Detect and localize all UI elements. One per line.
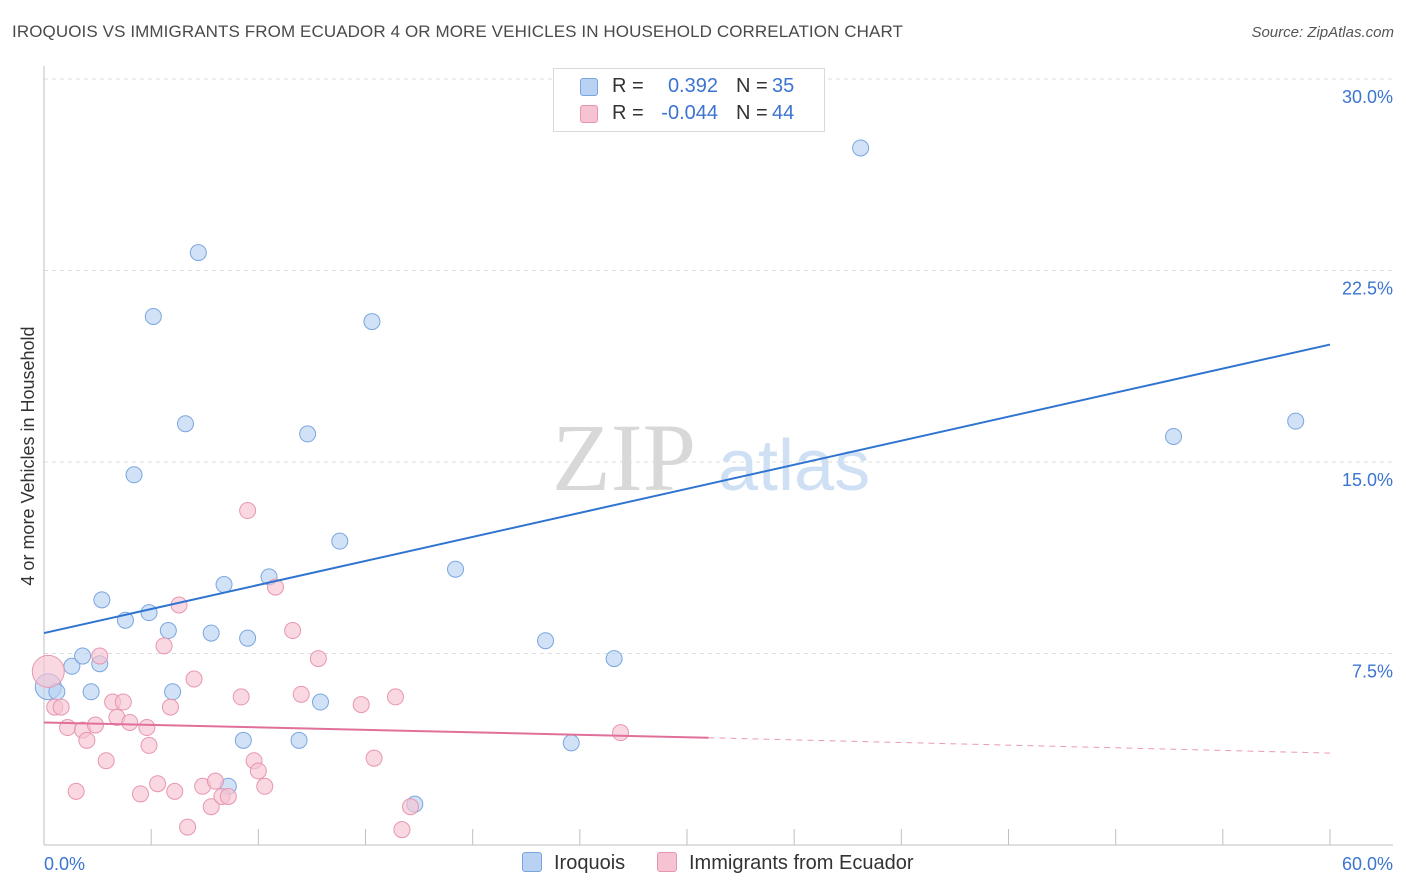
ecuador-point: [239, 502, 257, 520]
legend-n-value: 35: [772, 75, 795, 97]
bottom-legend-ecuador: Immigrants from Ecuador: [657, 852, 914, 875]
ecuador-point: [155, 637, 173, 655]
legend-n-label: N =: [736, 75, 768, 97]
gridlines: [44, 78, 1393, 654]
iroquois-point: [331, 532, 349, 550]
ecuador-point: [140, 736, 158, 754]
ecuador-point: [52, 698, 70, 716]
ecuador-point: [202, 798, 220, 816]
ecuador-point: [256, 777, 274, 795]
bottom-legend-label-iroquois: Iroquois: [554, 852, 626, 874]
iroquois-point: [1287, 412, 1305, 430]
iroquois-point: [140, 604, 158, 622]
bottom-legend-swatch-ecuador: [657, 852, 677, 872]
legend-n-value: 44: [772, 102, 795, 124]
watermark-atlas: atlas: [718, 426, 870, 506]
legend-r-label: R =: [612, 102, 644, 124]
iroquois-point: [234, 731, 252, 749]
ecuador-point: [161, 698, 179, 716]
ecuador-point: [179, 818, 197, 836]
bottom-legend-label-ecuador: Immigrants from Ecuador: [689, 852, 914, 874]
ecuador-trendline: [43, 721, 709, 739]
legend-swatch-iroquois: [580, 78, 598, 96]
ecuador-point: [67, 782, 85, 800]
ecuador-point: [86, 716, 104, 734]
ecuador-point: [284, 622, 302, 640]
ecuador-point: [612, 724, 630, 742]
ecuador-point: [149, 775, 167, 793]
iroquois-point: [299, 425, 317, 443]
iroquois-point: [93, 591, 111, 609]
legend-r-value: -0.044: [661, 102, 718, 124]
watermark-zip: ZIP: [552, 404, 696, 511]
legend-swatch-ecuador: [580, 105, 598, 123]
ecuador-point: [138, 719, 156, 737]
chart-source: Source: ZipAtlas.com: [1251, 24, 1394, 41]
iroquois-point: [562, 734, 580, 752]
iroquois-point: [159, 622, 177, 640]
ecuador-trendline-extension: [708, 737, 1331, 754]
ecuador-point: [266, 578, 284, 596]
iroquois-point: [537, 632, 555, 650]
iroquois-point: [125, 466, 143, 484]
ecuador-point: [114, 693, 132, 711]
iroquois-point: [164, 683, 182, 701]
ecuador-point: [249, 762, 267, 780]
ecuador-point: [365, 749, 383, 767]
iroquois-point: [144, 307, 162, 325]
ecuador-point: [97, 752, 115, 770]
legend-n-label: N =: [736, 102, 768, 124]
iroquois-point: [605, 650, 623, 668]
iroquois-point: [290, 731, 308, 749]
axes: 7.5% 15.0% 22.5% 30.0%: [43, 66, 1393, 846]
y-axis-label: 4 or more Vehicles in Household: [18, 326, 38, 585]
iroquois-point: [363, 313, 381, 331]
ecuador-point: [387, 688, 405, 706]
ecuador-point: [393, 821, 411, 839]
iroquois-point: [82, 683, 100, 701]
y-tick-label: 30.0%: [1342, 87, 1393, 107]
iroquois-point: [852, 139, 870, 157]
ecuador-point: [352, 696, 370, 714]
ecuador-point: [78, 731, 96, 749]
ecuador-point: [31, 654, 65, 688]
iroquois-point: [447, 560, 465, 578]
iroquois-point: [215, 576, 233, 594]
ecuador-point: [232, 688, 250, 706]
ecuador-point: [206, 772, 224, 790]
iroquois-point: [239, 629, 257, 647]
iroquois-point: [1165, 427, 1183, 445]
ecuador-point: [309, 650, 327, 668]
legend-row-iroquois: R = 0.392 N = 35: [554, 73, 824, 101]
correlation-legend: R = 0.392 N = 35 R = -0.044 N = 44: [553, 68, 825, 132]
trendlines: [43, 343, 1331, 754]
ecuador-point: [166, 782, 184, 800]
y-tick-label: 7.5%: [1352, 662, 1393, 682]
y-tick-label: 22.5%: [1342, 279, 1393, 299]
ecuador-point: [292, 685, 310, 703]
legend-r-value: 0.392: [667, 75, 718, 97]
iroquois-point: [176, 415, 194, 433]
ecuador-point: [121, 713, 139, 731]
iroquois-point: [189, 244, 207, 262]
legend-row-ecuador: R = -0.044 N = 44: [554, 100, 824, 128]
y-tick-label: 15.0%: [1342, 470, 1393, 490]
ecuador-point: [185, 670, 203, 688]
x-tick-label-max: 60.0%: [1342, 854, 1393, 874]
ecuador-point: [219, 787, 237, 805]
data-points: [31, 139, 1305, 839]
bottom-legend-iroquois: Iroquois: [522, 852, 625, 875]
ecuador-point: [402, 798, 420, 816]
chart-title: IROQUOIS VS IMMIGRANTS FROM ECUADOR 4 OR…: [12, 22, 904, 41]
ecuador-point: [131, 785, 149, 803]
iroquois-point: [74, 647, 92, 665]
ecuador-point: [91, 647, 109, 665]
iroquois-trendline: [43, 343, 1331, 635]
x-tick-label-min: 0.0%: [44, 854, 85, 874]
legend-r-label: R =: [612, 75, 644, 97]
iroquois-point: [202, 624, 220, 642]
bottom-legend-swatch-iroquois: [522, 852, 542, 872]
iroquois-point: [311, 693, 329, 711]
